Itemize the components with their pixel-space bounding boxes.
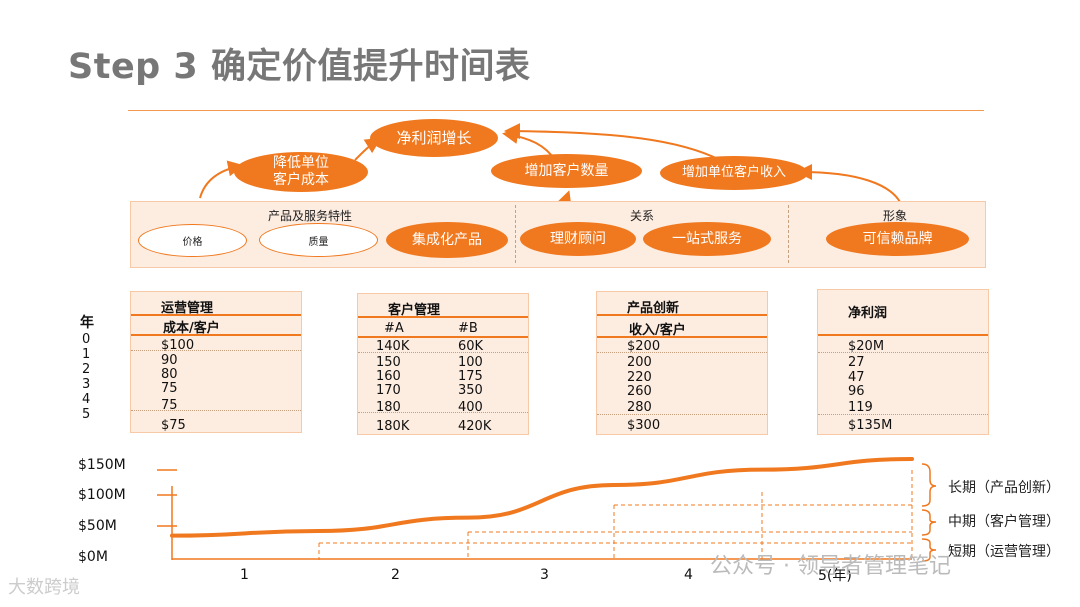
- ops-value: 80: [161, 367, 178, 382]
- reduce-unit-cost-node: 降低单位 客户成本: [234, 152, 368, 192]
- year-label: 2: [82, 362, 91, 377]
- title-divider: [128, 110, 984, 111]
- y-tick-label: $0M: [78, 549, 108, 565]
- bracket-short: [921, 538, 937, 562]
- year-label: 5: [82, 407, 91, 422]
- cust-col-a: #A: [384, 321, 404, 336]
- ops-table: 运营管理 成本/客户 $100 90 80 75 75 $75: [130, 291, 302, 433]
- profit-value: $20M: [848, 339, 885, 354]
- prod-value: $300: [627, 418, 661, 433]
- page-title: Step 3 确定价值提升时间表: [68, 47, 531, 87]
- driver-price: 价格: [138, 224, 247, 257]
- bracket-mid: [921, 509, 937, 536]
- bracket-long: [921, 463, 937, 507]
- cust-b-value: 60K: [458, 339, 484, 354]
- prod-value: 260: [627, 384, 652, 399]
- profit-value: $135M: [848, 418, 893, 433]
- cust-b-value: 420K: [458, 419, 492, 434]
- value-timeline-chart: [157, 457, 937, 562]
- cust-a-value: 160: [376, 369, 401, 384]
- customer-table: 客户管理 #A #B 140K 150 160 170 180 180K 60K…: [357, 293, 529, 435]
- y-tick-label: $150M: [78, 457, 126, 473]
- prod-value: 220: [627, 370, 652, 385]
- cust-a-value: 180K: [376, 419, 410, 434]
- cust-a-value: 150: [376, 355, 401, 370]
- cust-col-b: #B: [458, 321, 478, 336]
- x-tick-label: 4: [684, 567, 693, 583]
- cust-b-value: 175: [458, 369, 483, 384]
- ops-value: 75: [161, 398, 178, 413]
- year-label: 4: [82, 392, 91, 407]
- year-label: 1: [82, 347, 91, 362]
- phase-long-label: 长期（产品创新）: [948, 480, 1060, 496]
- product-table: 产品创新 收入/客户 $200 200 220 260 280 $300: [596, 291, 768, 435]
- y-tick-label: $100M: [78, 487, 126, 503]
- profit-value: 96: [848, 384, 865, 399]
- x-tick-label: 5(年): [818, 568, 852, 584]
- prod-title: 产品创新: [627, 301, 680, 316]
- driver-one-stop-service: 一站式服务: [643, 222, 771, 256]
- driver-trusted-brand: 可信赖品牌: [826, 222, 969, 256]
- ops-value: 90: [161, 353, 178, 368]
- ops-title: 运营管理: [161, 301, 214, 316]
- category-image: 形象: [883, 209, 908, 223]
- driver-integrated-product: 集成化产品: [386, 222, 508, 258]
- x-tick-label: 3: [540, 567, 549, 583]
- cust-b-value: 100: [458, 355, 483, 370]
- net-profit-trend-line: [170, 457, 914, 538]
- watermark-right: 公众号 · 领导者管理笔记: [710, 554, 951, 579]
- profit-table: 净利润 $20M 27 47 96 119 $135M: [817, 289, 989, 435]
- panel-divider: [515, 205, 516, 263]
- cust-a-value: 170: [376, 383, 401, 398]
- phase-mid-label: 中期（客户管理）: [948, 514, 1060, 530]
- profit-title: 净利润: [848, 306, 888, 321]
- profit-value: 119: [848, 400, 873, 415]
- net-profit-growth-node: 净利润增长: [370, 119, 498, 157]
- year-column: 0 1 2 3 4 5: [82, 332, 90, 422]
- driver-financial-advisor: 理财顾问: [520, 222, 636, 256]
- cust-a-value: 140K: [376, 339, 410, 354]
- cust-b-value: 400: [458, 400, 483, 415]
- prod-value: 280: [627, 400, 652, 415]
- panel-divider: [788, 205, 789, 263]
- year-header: 年: [80, 315, 94, 331]
- year-label: 0: [82, 332, 91, 347]
- category-relationship: 关系: [630, 209, 655, 223]
- x-tick-label: 2: [391, 567, 400, 583]
- year-label: 3: [82, 377, 91, 392]
- ops-value: 75: [161, 381, 178, 396]
- prod-value: $200: [627, 339, 661, 354]
- phase-short-label: 短期（运营管理）: [948, 544, 1060, 560]
- cust-title: 客户管理: [388, 303, 441, 318]
- cust-b-value: 350: [458, 383, 483, 398]
- category-product-service: 产品及服务特性: [268, 209, 353, 223]
- prod-value: 200: [627, 355, 652, 370]
- ops-subtitle: 成本/客户: [163, 321, 220, 336]
- y-tick-label: $50M: [78, 518, 117, 534]
- profit-value: 27: [848, 355, 865, 370]
- increase-customers-node: 增加客户数量: [491, 154, 642, 188]
- ops-value: $75: [161, 418, 186, 433]
- driver-quality: 质量: [259, 223, 378, 257]
- ops-value: $100: [161, 338, 195, 353]
- prod-subtitle: 收入/客户: [629, 323, 686, 338]
- watermark-left: 大数跨境: [8, 577, 80, 598]
- profit-value: 47: [848, 370, 865, 385]
- x-tick-label: 1: [240, 567, 249, 583]
- cust-a-value: 180: [376, 400, 401, 415]
- increase-revenue-node: 增加单位客户收入: [660, 156, 808, 190]
